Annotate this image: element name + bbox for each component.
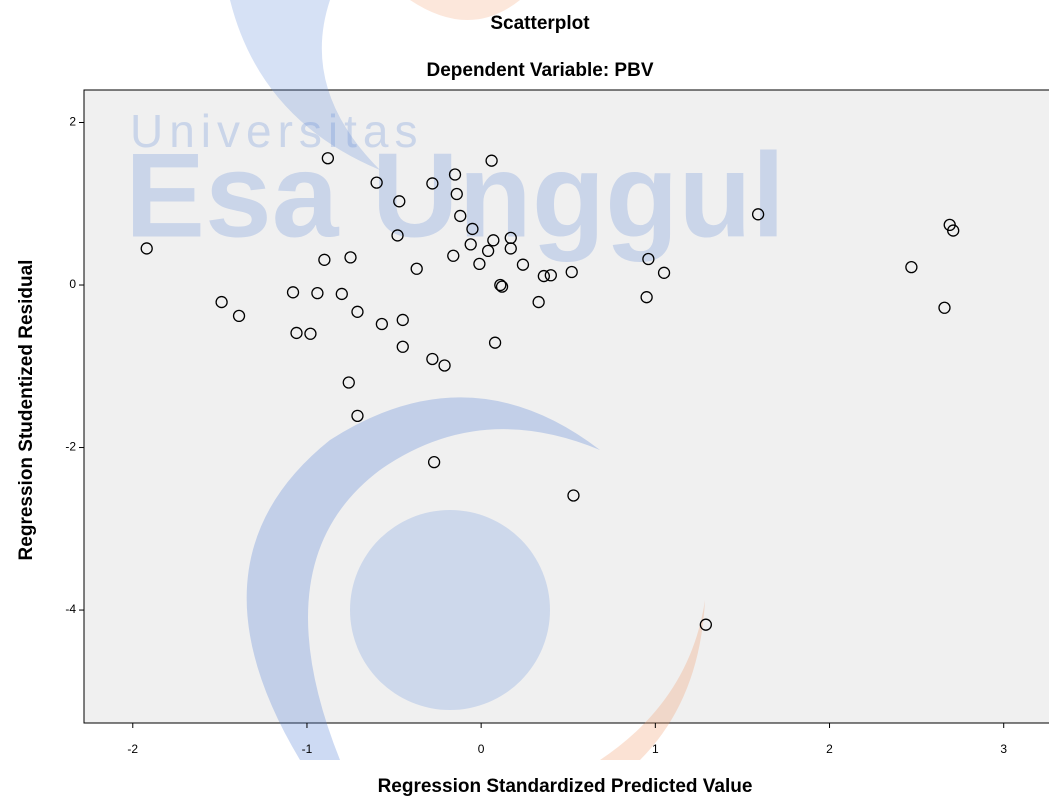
y-tick-label: 2 xyxy=(69,115,76,129)
y-axis-label: Regression Studentized Residual xyxy=(16,260,37,561)
chart-title: Scatterplot xyxy=(490,13,590,34)
x-tick-label: 2 xyxy=(826,742,833,756)
watermark-text: Esa Unggul xyxy=(125,129,785,263)
x-tick-label: 0 xyxy=(478,742,485,756)
chart: Scatterplot Dependent Variable: PBV Regr… xyxy=(0,0,1049,802)
watermark-shape xyxy=(350,510,550,710)
x-axis-label: Regression Standardized Predicted Value xyxy=(378,776,753,797)
y-tick-label: -2 xyxy=(65,440,76,454)
y-tick-label: -4 xyxy=(65,602,76,616)
y-tick-label: 0 xyxy=(69,277,76,291)
x-tick-label: -2 xyxy=(127,742,138,756)
x-tick-label: -1 xyxy=(302,742,313,756)
chart-subtitle: Dependent Variable: PBV xyxy=(426,60,653,81)
x-tick-label: 3 xyxy=(1000,742,1007,756)
x-tick-label: 1 xyxy=(652,742,659,756)
